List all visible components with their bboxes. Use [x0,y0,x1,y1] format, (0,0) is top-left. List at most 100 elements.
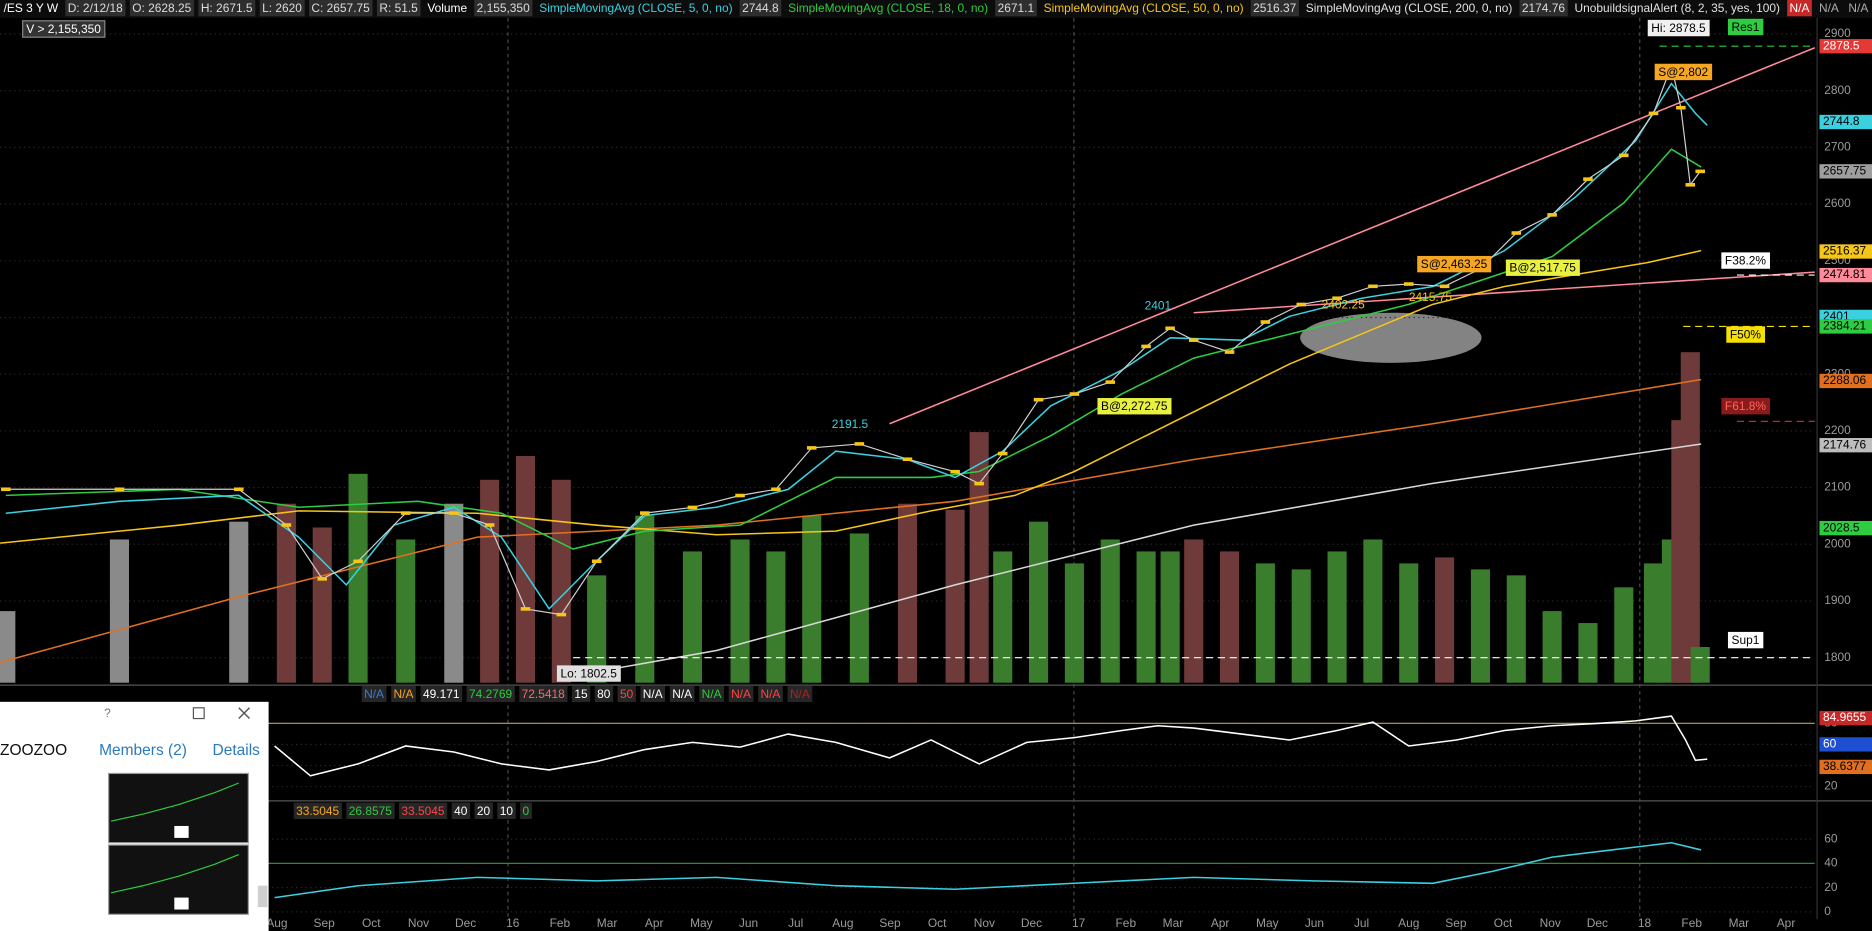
close-marker [1648,111,1659,116]
close-marker [1676,105,1686,110]
volume-bar [993,551,1013,683]
label-box [556,665,621,682]
close-marker [1105,380,1116,384]
x-tick-label: Dec [455,916,476,930]
price-tag [1819,520,1872,536]
label-box [728,685,754,703]
volume-bar [1064,563,1084,683]
label-box [1721,398,1770,415]
price-mark-label: 2191.5 [832,417,869,431]
x-tick-label: 16 [506,916,520,930]
x-tick-label: Apr [645,916,664,930]
moving-average-line [0,378,1702,664]
close-marker [771,487,781,492]
label-box [376,0,421,17]
indicator-line [274,715,1708,777]
volume-bar [1136,551,1156,683]
x-tick-label: Sep [879,916,901,930]
header-field: L: 2620 [262,1,302,15]
volume-bar [849,533,869,683]
volume-bar [1255,563,1275,683]
y-tick-label: 0 [1824,904,1831,918]
close-marker [449,511,459,515]
volume-bar [945,509,965,683]
panel-field: N/A [394,687,414,701]
close-button[interactable] [238,707,251,720]
x-tick-label: Oct [928,916,947,930]
y-tick-label: 2700 [1824,140,1851,154]
volume-bar [0,611,16,683]
panel-field: 26.8575 [349,804,392,818]
close-marker [1685,183,1696,187]
x-tick-label: Sep [1445,916,1467,930]
header-field: D: 2/12/18 [68,1,123,15]
price-tag-label: 2516.37 [1823,244,1866,258]
y-tick-label: 20 [1824,779,1838,793]
panel-field: 0 [523,804,530,818]
label-box [520,802,532,819]
close-marker [806,446,817,450]
x-tick-label: Jul [788,916,803,930]
volume-bar [1470,569,1490,683]
label-box [594,685,614,703]
x-tick-label: Apr [1211,916,1230,930]
label-box [259,0,305,17]
label-box [1727,631,1764,649]
volume-bar [229,521,249,683]
volume-badge: V > 2,155,350 [26,22,101,36]
close-marker [556,612,567,617]
label-box [129,0,195,17]
details-link[interactable]: Details [213,742,261,759]
label-box [617,685,637,703]
volume-bar [1399,563,1419,683]
header-field: SimpleMovingAvg (CLOSE, 18, 0, no) [788,1,988,15]
volume-bar [635,515,655,683]
y-tick-label: 60 [1824,831,1838,845]
x-tick-label: Oct [362,916,381,930]
label-box [420,685,463,703]
panel-field: N/A [643,687,663,701]
moving-average-line [889,47,1816,425]
header-field: 2174.76 [1522,1,1565,15]
annotation: B@2,272.75 [1101,399,1168,413]
price-tag-label: 2657.75 [1823,164,1866,178]
close-marker [854,442,865,446]
indicator-line [274,841,1702,899]
x-tick-label: Aug [1398,916,1419,930]
x-tick-label: Dec [1587,916,1608,930]
volume-bar [897,503,918,683]
label-box [787,685,813,703]
x-tick-label: Nov [408,916,429,930]
close-marker [1368,284,1378,289]
close-marker [114,487,125,492]
maximize-button[interactable] [192,707,205,720]
y-tick-label: 2100 [1824,480,1851,494]
volume-bar [396,539,416,683]
annotation: S@2,463.25 [1421,257,1488,271]
members-link[interactable]: Members (2) [99,742,187,759]
annotation: S@2,802 [1658,65,1708,79]
x-tick-label: Apr [1777,916,1796,930]
panel-field: N/A [761,687,781,701]
scrollbar[interactable] [257,885,268,908]
label-box [739,0,782,17]
volume-bar [109,539,130,683]
panel-field: 80 [597,687,611,701]
help-button[interactable]: ? [104,706,111,720]
volume-bar [969,432,989,683]
label-box [1647,19,1710,37]
x-tick-label: Sep [314,916,336,930]
x-tick-label: Jun [739,916,758,930]
label-box [571,685,591,703]
header-field: O: 2628.25 [132,1,191,15]
close-marker [1619,153,1629,158]
close-marker [1547,213,1557,217]
volume-bar [348,473,368,683]
x-tick-label: Nov [1540,916,1561,930]
annotation: F50% [1730,328,1762,342]
x-tick-label: Feb [550,916,571,930]
panel-field: 50 [620,687,634,701]
moving-average-line [561,443,1702,679]
price-tag [1819,267,1872,283]
